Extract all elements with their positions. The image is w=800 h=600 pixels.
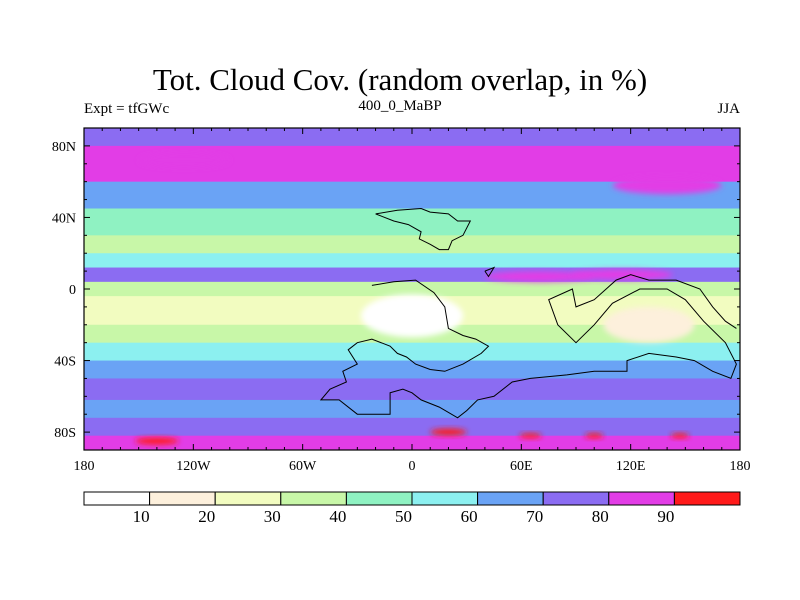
lon-tick-label: 120E bbox=[616, 459, 646, 474]
colorbar-swatch bbox=[411, 491, 479, 506]
lat-tick-label: 80N bbox=[52, 140, 76, 155]
colorbar-swatch bbox=[608, 491, 675, 506]
colorbar-swatch bbox=[542, 491, 610, 506]
cloud-anomalies bbox=[135, 153, 722, 445]
cloud-anomaly bbox=[519, 433, 542, 439]
lat-tick-label: 40N bbox=[52, 211, 76, 226]
colorbar-label: 50 bbox=[395, 507, 412, 526]
cloud-anomaly bbox=[570, 269, 673, 281]
colorbar-label: 10 bbox=[133, 507, 150, 526]
cloud-band bbox=[84, 281, 740, 297]
lon-tick-label: 60W bbox=[289, 459, 317, 474]
colorbar-label: 80 bbox=[592, 507, 609, 526]
colorbar-swatch bbox=[83, 491, 151, 506]
colorbar-label: 20 bbox=[198, 507, 215, 526]
cloud-anomaly bbox=[135, 437, 179, 445]
lon-tick-label: 60E bbox=[510, 459, 533, 474]
coastline bbox=[319, 274, 737, 419]
colorbar-swatch bbox=[477, 491, 544, 506]
lat-tick-label: 80S bbox=[54, 426, 76, 441]
cloud-anomaly bbox=[430, 428, 467, 436]
lon-tick-label: 0 bbox=[409, 459, 416, 474]
colorbar-swatch bbox=[280, 491, 347, 506]
axis-ticks bbox=[83, 127, 741, 451]
cloud-anomaly bbox=[138, 153, 230, 168]
cloud-band bbox=[84, 253, 740, 269]
cloud-band bbox=[84, 342, 740, 362]
cloud-band bbox=[84, 208, 740, 236]
colorbar-label: 60 bbox=[461, 507, 478, 526]
coastlines bbox=[319, 207, 737, 419]
colorbar-swatch bbox=[214, 491, 282, 506]
axis-labels: 180 120W 60W 0 60E 120E 180 80N 40N 0 40S 80S bbox=[52, 140, 751, 474]
cloud-anomaly bbox=[484, 271, 595, 282]
cloud-band bbox=[84, 235, 740, 254]
coastline bbox=[375, 207, 472, 251]
map-title: Tot. Cloud Cov. (random overlap, in %) bbox=[152, 62, 648, 97]
season-label: JJA bbox=[717, 101, 740, 117]
colorbar-label: 30 bbox=[264, 507, 281, 526]
colorbar-swatch bbox=[149, 491, 216, 506]
cloud-band bbox=[84, 128, 740, 147]
colorbar-label: 70 bbox=[526, 507, 543, 526]
cloud-band bbox=[84, 399, 740, 419]
colorbar: 10 20 30 40 50 60 70 80 90 bbox=[83, 491, 741, 526]
lon-tick-label: 180 bbox=[730, 459, 751, 474]
lat-tick-label: 0 bbox=[69, 283, 76, 298]
cloud-anomaly bbox=[585, 433, 604, 439]
coastline bbox=[484, 266, 496, 278]
cloud-anomaly bbox=[360, 294, 464, 338]
colorbar-swatch bbox=[345, 491, 413, 506]
experiment-label: Expt = tfGWc bbox=[84, 101, 170, 117]
map-area bbox=[84, 128, 740, 450]
cloud-band bbox=[84, 417, 740, 437]
period-label: 400_0_MaBP bbox=[358, 98, 442, 114]
cloud-band bbox=[84, 360, 740, 379]
colorbar-swatch bbox=[673, 491, 741, 506]
cloud-anomaly bbox=[612, 176, 722, 195]
cloud-band bbox=[84, 378, 740, 401]
cloud-band bbox=[84, 435, 740, 450]
cloud-anomaly bbox=[603, 306, 695, 343]
colorbar-label: 40 bbox=[329, 507, 346, 526]
cloud-anomaly bbox=[670, 433, 689, 439]
lon-tick-label: 180 bbox=[74, 459, 95, 474]
lat-tick-label: 40S bbox=[54, 355, 76, 370]
colorbar-label: 90 bbox=[657, 507, 674, 526]
cloud-bands bbox=[84, 128, 740, 450]
lon-tick-label: 120W bbox=[176, 459, 211, 474]
